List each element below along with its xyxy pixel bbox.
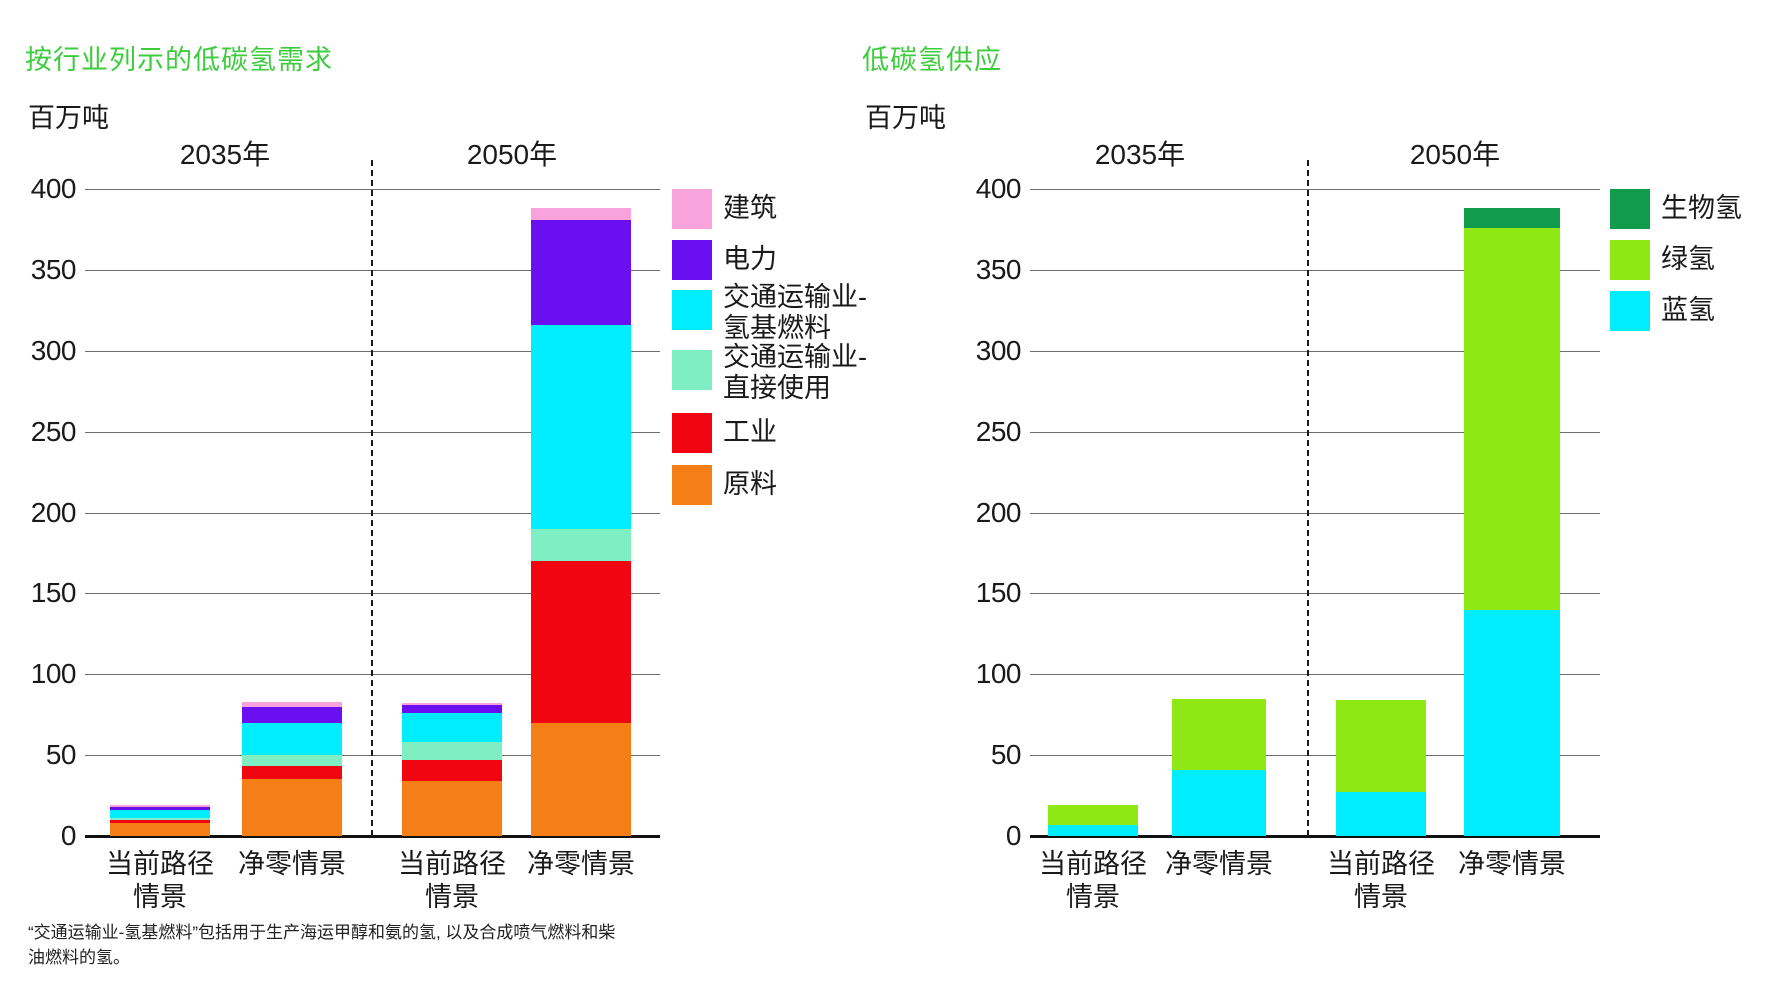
category-label: 净零情景	[1165, 849, 1273, 879]
bar-segment	[1464, 227, 1560, 610]
y-tick-label: 400	[30, 173, 77, 204]
demand-unit-label: 百万吨	[28, 103, 109, 133]
period-header: 2050年	[466, 139, 558, 170]
bar-segment	[242, 766, 342, 780]
period-divider-dashed-line	[1307, 160, 1309, 836]
bar-segment	[402, 704, 502, 714]
category-label: 净零情景	[238, 849, 346, 879]
legend-label: 交通运输业- 氢基燃料	[723, 282, 867, 343]
supply-chart-title: 低碳氢供应	[862, 45, 1002, 75]
bar-segment	[1336, 792, 1426, 836]
legend-label: 电力	[723, 244, 777, 274]
legend-swatch	[1610, 240, 1650, 280]
bar-segment	[531, 722, 631, 836]
bar-segment	[402, 713, 502, 743]
gridline	[1030, 755, 1600, 757]
gridline	[1030, 431, 1600, 433]
legend-label: 蓝氢	[1661, 295, 1715, 325]
category-label: 当前路径 情景	[1327, 849, 1435, 912]
category-label: 当前路径 情景	[1039, 849, 1147, 912]
y-tick-label: 50	[45, 739, 77, 771]
legend-label: 建筑	[723, 193, 777, 223]
y-tick-label: 150	[30, 577, 77, 609]
y-tick-label: 0	[1005, 820, 1022, 851]
y-tick-label: 350	[975, 253, 1022, 285]
footnote: “交通运输业-氢基燃料”包括用于生产海运甲醇和氨的氢, 以及合成喷气燃料和柴油燃…	[28, 923, 616, 967]
bar-segment	[402, 781, 502, 836]
bar-segment	[402, 703, 502, 705]
bar-segment	[110, 823, 210, 836]
legend-label: 生物氢	[1661, 193, 1742, 223]
y-tick-label: 200	[975, 496, 1022, 528]
legend-label: 工业	[723, 417, 777, 447]
period-header: 2050年	[1409, 139, 1501, 170]
bar-segment	[242, 755, 342, 767]
x-axis-line	[85, 835, 660, 838]
y-tick-label: 50	[990, 739, 1022, 771]
bar-segment	[1172, 698, 1266, 770]
legend-swatch	[672, 290, 712, 330]
category-label: 净零情景	[1458, 849, 1566, 879]
bar-segment	[1048, 824, 1138, 836]
gridline	[1030, 189, 1600, 190]
bar-segment	[242, 706, 342, 723]
legend-label: 交通运输业- 直接使用	[723, 342, 867, 403]
bar-segment	[402, 759, 502, 781]
y-tick-label: 250	[30, 415, 77, 447]
bar-segment	[110, 810, 210, 819]
legend-swatch	[672, 189, 712, 229]
bar-segment	[242, 722, 342, 756]
gridline	[1030, 512, 1600, 514]
legend-swatch	[1610, 291, 1650, 331]
bar-segment	[242, 701, 342, 707]
y-tick-label: 200	[30, 496, 77, 528]
gridline	[1030, 269, 1600, 271]
gridline	[1030, 593, 1600, 595]
category-label: 净零情景	[527, 849, 635, 879]
bar-segment	[1464, 609, 1560, 836]
bar-segment	[531, 208, 631, 220]
y-tick-label: 300	[975, 334, 1022, 366]
bar-segment	[531, 528, 631, 562]
legend-swatch	[672, 240, 712, 280]
period-header: 2035年	[179, 139, 271, 170]
period-divider-dashed-line	[371, 160, 373, 836]
bar-segment	[110, 819, 210, 824]
y-tick-label: 350	[30, 253, 77, 285]
legend-swatch	[672, 350, 712, 390]
legend-swatch	[672, 465, 712, 505]
bar-segment	[1048, 805, 1138, 825]
y-tick-label: 150	[975, 577, 1022, 609]
bar-segment	[1172, 769, 1266, 836]
bar-segment	[531, 561, 631, 723]
bar-segment	[531, 219, 631, 325]
legend-swatch	[672, 413, 712, 453]
y-tick-label: 300	[30, 334, 77, 366]
bar-segment	[1464, 208, 1560, 228]
bar-segment	[110, 818, 210, 820]
category-label: 当前路径 情景	[398, 849, 506, 912]
y-tick-label: 100	[975, 658, 1022, 690]
category-label: 当前路径 情景	[106, 849, 214, 912]
y-tick-label: 250	[975, 415, 1022, 447]
legend-label: 绿氢	[1661, 244, 1715, 274]
bar-segment	[402, 742, 502, 760]
gridline	[1030, 674, 1600, 676]
y-tick-label: 100	[30, 658, 77, 690]
legend-label: 原料	[723, 469, 777, 499]
gridline	[1030, 350, 1600, 352]
legend-swatch	[1610, 189, 1650, 229]
demand-chart-title: 按行业列示的低碳氢需求	[25, 45, 333, 75]
bar-segment	[1336, 700, 1426, 793]
supply-unit-label: 百万吨	[865, 103, 946, 133]
bar-segment	[531, 324, 631, 529]
bar-segment	[242, 779, 342, 836]
y-tick-label: 0	[60, 820, 77, 851]
y-tick-label: 400	[975, 173, 1022, 204]
bar-segment	[110, 805, 210, 807]
period-header: 2035年	[1094, 139, 1186, 170]
x-axis-line	[1030, 835, 1600, 838]
bar-segment	[110, 806, 210, 811]
